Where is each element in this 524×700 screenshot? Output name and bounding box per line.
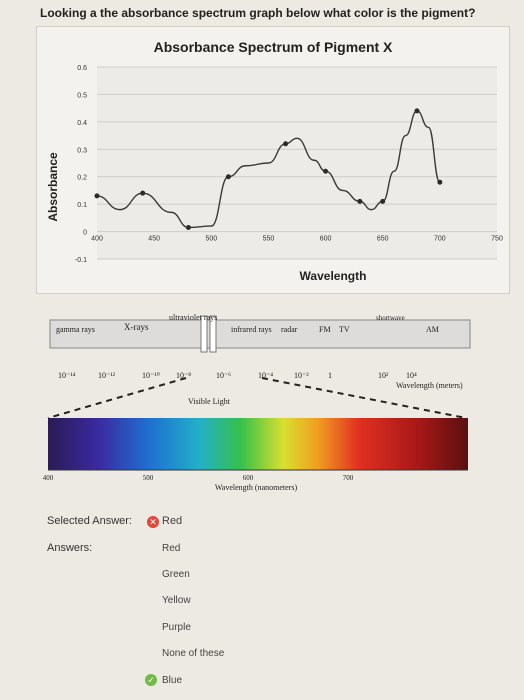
x-tick-label: 650 <box>377 236 389 243</box>
em-scale-label: 10⁻⁸ <box>176 371 191 380</box>
em-band-bar <box>49 319 471 349</box>
band-uv: ultraviolet rays <box>169 313 217 322</box>
band-am: AM <box>426 325 439 334</box>
band-tv: TV <box>339 325 350 334</box>
em-band-divider-left <box>200 315 208 353</box>
band-fm: FM <box>319 325 331 334</box>
data-point <box>323 168 329 174</box>
visible-tick-label: 600 <box>243 474 254 482</box>
y-tick-label: 0.3 <box>77 147 87 154</box>
selected-answer-value: Red <box>162 515 183 527</box>
y-tick-label: 0.6 <box>77 65 87 72</box>
x-tick-label: 450 <box>148 236 160 243</box>
x-tick-label: 750 <box>491 236 503 243</box>
em-scale-label: 10⁻¹⁰ <box>142 371 160 380</box>
answer-option: Blue <box>162 675 183 686</box>
chart-panel: Absorbance Spectrum of Pigment X 0.6 0.5 0… <box>36 26 510 294</box>
em-scale-label: 10⁻¹² <box>98 371 116 380</box>
y-tick-label: 0.2 <box>77 175 87 182</box>
zoom-line-left <box>47 377 187 419</box>
y-axis-label: Absorbance <box>46 152 60 222</box>
data-point <box>437 179 443 185</box>
band-gamma: gamma rays <box>56 325 95 334</box>
visible-light-label: Visible Light <box>188 397 231 406</box>
x-tick-label: 500 <box>205 236 217 243</box>
em-scale-label: 10⁻¹⁴ <box>58 371 76 380</box>
x-tick-label: 550 <box>263 236 275 243</box>
em-scale-label: 10² <box>378 371 389 380</box>
x-tick-label: 700 <box>434 236 446 243</box>
data-point <box>140 190 146 196</box>
plot-area <box>97 67 497 259</box>
band-radar: radar <box>281 325 298 334</box>
visible-tick-label: 500 <box>143 474 154 482</box>
em-scale-label: 10⁴ <box>406 371 417 380</box>
em-spectrum-figure: gamma rays X-rays ultraviolet rays infra… <box>43 313 471 492</box>
y-tick-label: 0.1 <box>77 202 87 209</box>
visible-tick-label: 400 <box>43 474 54 482</box>
x-tick-label: 600 <box>320 236 332 243</box>
band-shortwave: shortwave <box>376 314 405 322</box>
y-tick-label: 0 <box>83 230 87 237</box>
visible-spectrum-bar <box>48 418 468 470</box>
band-xrays: X-rays <box>124 322 149 332</box>
incorrect-icon: ✕ <box>147 516 159 528</box>
em-scale-label: 1 <box>328 371 332 380</box>
answer-option: Red <box>162 543 181 554</box>
data-point <box>94 193 100 199</box>
em-scale-label: 10⁻⁶ <box>216 371 231 380</box>
em-scale-label: 10⁻⁴ <box>258 371 273 380</box>
y-tick-label: -0.1 <box>75 257 87 264</box>
scale-unit: Wavelength (meters) <box>396 381 463 390</box>
em-scale-label: 10⁻² <box>294 371 309 380</box>
y-tick-label: 0.4 <box>77 120 87 127</box>
x-tick-label: 400 <box>91 236 103 243</box>
chart-title: Absorbance Spectrum of Pigment X <box>153 39 393 55</box>
answer-option: Yellow <box>162 595 191 606</box>
data-point <box>225 174 231 180</box>
data-point <box>185 224 191 230</box>
absorbance-line <box>96 110 441 229</box>
correct-icon: ✓ <box>145 674 157 686</box>
answer-option: None of these <box>162 648 225 659</box>
visible-unit: Wavelength (nanometers) <box>215 483 298 492</box>
answer-option: Purple <box>162 622 191 633</box>
answer-option: Green <box>162 569 190 580</box>
y-tick-label: 0.5 <box>77 92 87 99</box>
zoom-line-right <box>261 377 467 419</box>
band-infrared: infrared rays <box>231 325 272 334</box>
visible-tick-label: 700 <box>343 474 354 482</box>
data-point <box>283 141 289 147</box>
data-point <box>380 198 386 204</box>
absorbance-chart: 0.6 0.5 0.4 0.3 0.2 0.1 0 -0.1 400 450 500 550 600 65… <box>46 65 503 283</box>
data-point <box>414 108 420 114</box>
answers-label: Answers: <box>47 542 93 554</box>
question-text: Looking a the absorbance spectrum graph … <box>40 6 476 20</box>
selected-answer-label: Selected Answer: <box>47 515 132 527</box>
data-point <box>357 198 363 204</box>
em-band-divider-right <box>209 315 217 353</box>
x-axis-label: Wavelength <box>300 269 367 283</box>
